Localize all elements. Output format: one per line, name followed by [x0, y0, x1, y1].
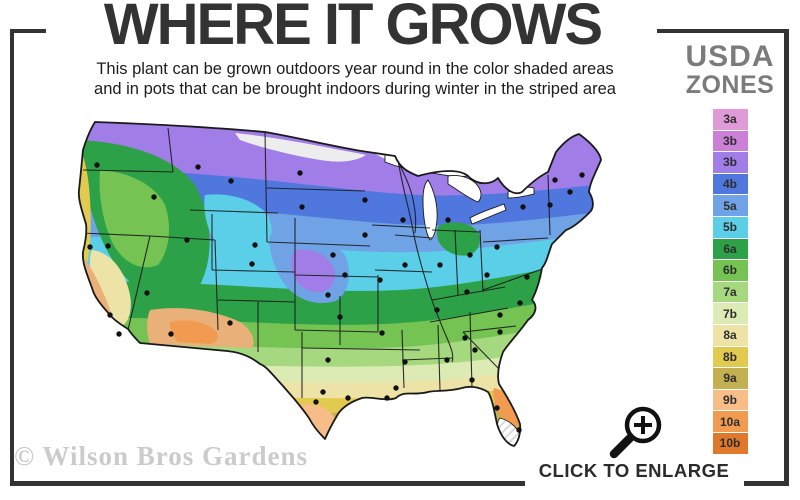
- us-outline: [77, 121, 602, 447]
- legend-zone-10a: 10a: [712, 411, 748, 432]
- usda-zones-legend: USDA ZONES 3a 3b 3b 4b 5a 5b 6a 6b 7a 7b 8a 8b 9a 9b 1…: [672, 42, 788, 454]
- legend-zone-5a: 5a: [712, 195, 748, 216]
- page-title: WHERE IT GROWS: [103, 0, 603, 57]
- city-dots: [87, 162, 585, 433]
- watermark: © Wilson Bros Gardens: [14, 441, 308, 471]
- frame-border-right: [784, 29, 789, 486]
- state-borders: [79, 127, 551, 398]
- legend-zone-9a: 9a: [712, 368, 748, 389]
- frame-border-top-right: [657, 29, 789, 33]
- legend-zone-7a: 7a: [712, 281, 748, 303]
- subtitle-line-1: This plant can be grown outdoors year ro…: [96, 60, 614, 78]
- legend-zone-9b: 9b: [712, 389, 748, 411]
- legend-zone-list: 3a 3b 3b 4b 5a 5b 6a 6b 7a 7b 8a 8b 9a 9b 10a 10b: [712, 109, 748, 454]
- legend-zone-10b: 10b: [712, 432, 748, 454]
- legend-zone-8a: 8a: [712, 324, 748, 346]
- legend-zone-4b: 4b: [712, 173, 748, 195]
- frame-border-bottom-right: [744, 481, 789, 486]
- legend-title-usda: USDA: [685, 40, 775, 73]
- legend-zone-6a: 6a: [712, 238, 748, 260]
- frame-border-left: [10, 29, 14, 486]
- legend-zone-3b: 3b: [712, 152, 748, 173]
- frame-border-bottom-left: [10, 481, 525, 486]
- legend-zone-8b: 8b: [712, 346, 748, 368]
- magnifier-plus-icon[interactable]: [600, 399, 666, 465]
- click-to-enlarge-label[interactable]: CLICK TO ENLARGE: [538, 460, 730, 481]
- legend-zone-7b: 7b: [712, 303, 748, 324]
- subtitle-line-2: and in pots that can be brought indoors …: [94, 80, 616, 98]
- frame-border-top-left: [10, 29, 46, 33]
- legend-zone-3b: 3b: [712, 130, 748, 152]
- legend-title-zones: ZONES: [685, 71, 775, 99]
- legend-zone-5b: 5b: [712, 216, 748, 238]
- legend-zone-3a: 3a: [712, 109, 748, 130]
- legend-zone-6b: 6b: [712, 260, 748, 281]
- subtitle: This plant can be grown outdoors year ro…: [55, 59, 655, 99]
